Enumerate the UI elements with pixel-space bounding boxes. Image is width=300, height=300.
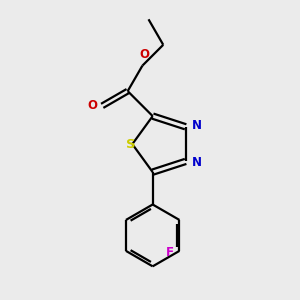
Text: F: F [166,246,174,259]
Text: O: O [88,99,98,112]
Text: S: S [126,138,136,151]
Text: N: N [192,156,202,170]
Text: N: N [192,119,202,132]
Text: O: O [139,48,149,61]
